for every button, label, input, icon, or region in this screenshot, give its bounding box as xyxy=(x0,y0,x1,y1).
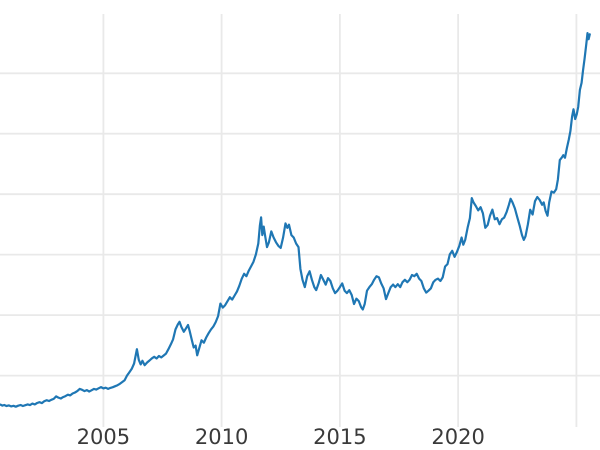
x-tick-label-2005: 2005 xyxy=(77,425,130,449)
x-tick-label-2020: 2020 xyxy=(431,425,484,449)
x-axis-tick-labels: 2005 2010 2015 2020 xyxy=(77,425,485,449)
price-line-series xyxy=(0,31,591,408)
x-tick-label-2015: 2015 xyxy=(313,425,366,449)
x-tick-label-2010: 2010 xyxy=(195,425,248,449)
gridlines xyxy=(0,14,600,427)
